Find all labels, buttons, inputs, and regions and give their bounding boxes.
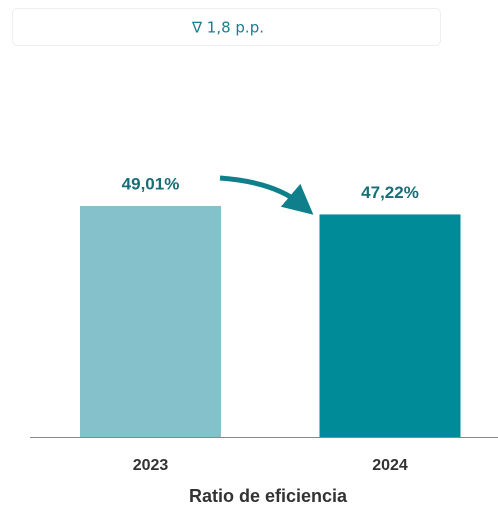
trend-arrow: [219, 175, 314, 215]
bar: [319, 214, 461, 437]
x-tick-label: 2024: [372, 457, 408, 474]
value-label: 49,01%: [122, 174, 180, 193]
badge: [12, 8, 441, 46]
badge-text: ∇ 1,8 p.p.: [191, 19, 264, 37]
bar: [80, 206, 221, 437]
x-axis-title: Ratio de eficiencia: [189, 486, 348, 506]
value-label: 47,22%: [361, 183, 419, 202]
x-tick-label: 2023: [133, 457, 169, 474]
